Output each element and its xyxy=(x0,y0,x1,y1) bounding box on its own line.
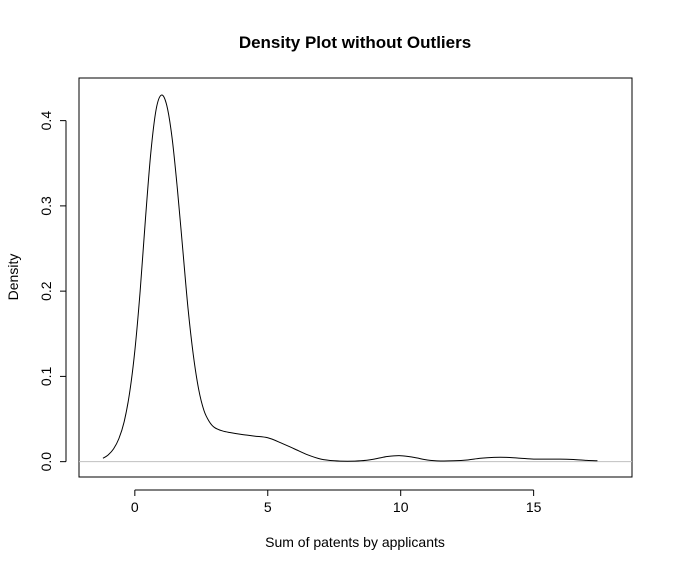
x-axis-label: Sum of patents by applicants xyxy=(265,534,445,550)
y-tick-label: 0.1 xyxy=(38,366,54,386)
y-tick-label: 0.2 xyxy=(38,281,54,301)
x-tick-label: 0 xyxy=(131,499,139,515)
plot-frame xyxy=(79,78,632,477)
y-axis-label: Density xyxy=(5,254,21,301)
x-axis-ticks: 0 5 10 15 xyxy=(131,490,542,515)
density-line xyxy=(103,95,598,461)
y-tick-label: 0.4 xyxy=(38,111,54,131)
x-tick-label: 5 xyxy=(264,499,272,515)
y-tick-label: 0.3 xyxy=(38,196,54,216)
x-tick-label: 10 xyxy=(393,499,409,515)
x-tick-label: 15 xyxy=(526,499,542,515)
y-tick-label: 0.0 xyxy=(38,452,54,472)
chart-title: Density Plot without Outliers xyxy=(239,33,471,52)
y-axis-ticks: 0.0 0.1 0.2 0.3 0.4 xyxy=(38,111,66,472)
